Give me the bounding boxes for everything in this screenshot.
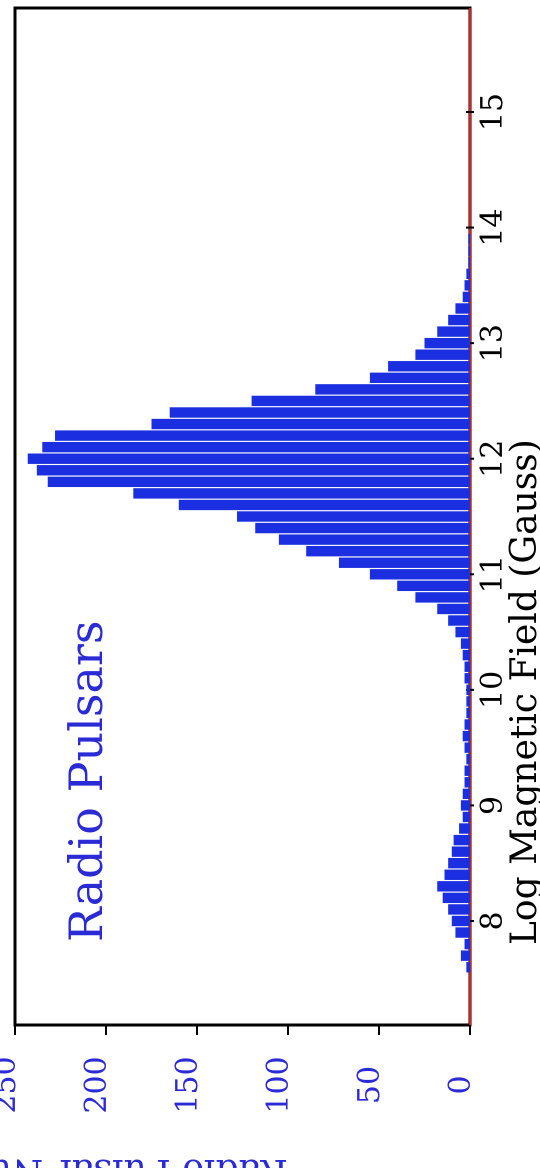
bar	[448, 615, 470, 626]
bar	[459, 823, 470, 834]
bars	[27, 233, 471, 973]
bar	[278, 534, 470, 545]
bar	[424, 337, 470, 349]
bar	[133, 488, 471, 499]
bar	[462, 649, 470, 661]
x-tick-label: 13	[475, 324, 510, 362]
bar	[468, 257, 470, 268]
bar	[151, 418, 470, 430]
bar	[251, 395, 470, 407]
bar	[415, 349, 470, 360]
bar	[437, 603, 470, 615]
y-tick-label: 0	[443, 1075, 478, 1094]
bar	[415, 592, 470, 603]
bar	[468, 233, 470, 245]
bar	[55, 430, 470, 441]
x-axis-label: Log Magnetic Field (Gauss)	[504, 439, 540, 945]
x-tick-label: 8	[475, 911, 510, 930]
bar	[397, 580, 470, 592]
bar	[462, 730, 470, 742]
bar	[464, 938, 470, 950]
x-tick-label: 15	[475, 93, 510, 131]
bar	[306, 545, 470, 557]
bar	[468, 245, 470, 256]
bar	[462, 291, 470, 303]
x-tick-label: 11	[475, 555, 510, 593]
bar	[315, 384, 470, 395]
bar	[338, 557, 470, 568]
bar	[460, 950, 470, 961]
bar	[448, 904, 470, 915]
bar	[464, 673, 470, 684]
y-ticks: 0 50 100 150 200 250	[0, 1025, 478, 1114]
x-tick-label: 10	[475, 671, 510, 709]
bar	[464, 777, 470, 788]
bar	[448, 314, 470, 326]
bar	[455, 927, 470, 938]
bar	[442, 892, 470, 904]
x-tick-label: 12	[475, 440, 510, 478]
bar	[462, 788, 470, 800]
bar	[437, 326, 470, 337]
y-tick-label: 250	[0, 1056, 23, 1113]
bar	[169, 407, 470, 418]
bar	[460, 800, 470, 811]
bar	[451, 846, 470, 857]
y-tick-label: 100	[261, 1056, 296, 1113]
bar	[466, 962, 470, 973]
bar	[464, 661, 470, 672]
x-tick-label: 14	[475, 208, 510, 246]
bar	[178, 499, 471, 511]
bar	[466, 753, 470, 765]
bar	[464, 719, 470, 730]
bar	[466, 684, 470, 696]
bar	[369, 569, 470, 580]
bar	[27, 453, 471, 464]
chart-title: Radio Pulsars	[59, 620, 113, 942]
bar	[237, 511, 470, 522]
bar	[388, 361, 470, 372]
y-tick-label: 150	[170, 1056, 205, 1113]
bar	[437, 881, 470, 892]
bar	[464, 765, 470, 776]
bar	[466, 696, 470, 707]
y-tick-label: 50	[352, 1066, 387, 1104]
y-axis-label: Radio Pulsar Number	[0, 1151, 288, 1168]
y-tick-label: 200	[79, 1056, 114, 1113]
bar	[47, 476, 470, 488]
bar	[462, 811, 470, 823]
bar	[36, 465, 471, 476]
bar	[455, 303, 470, 314]
bar	[448, 858, 470, 869]
bar	[451, 915, 470, 927]
bar	[444, 869, 470, 880]
bar	[369, 372, 470, 384]
bar	[466, 707, 470, 719]
bar	[460, 638, 470, 649]
bar	[466, 268, 470, 280]
bar	[453, 834, 470, 846]
bar	[42, 441, 471, 453]
bar	[464, 280, 470, 291]
bar	[255, 522, 470, 534]
bar	[464, 742, 470, 753]
x-tick-label: 9	[475, 796, 510, 815]
bar	[455, 626, 470, 638]
